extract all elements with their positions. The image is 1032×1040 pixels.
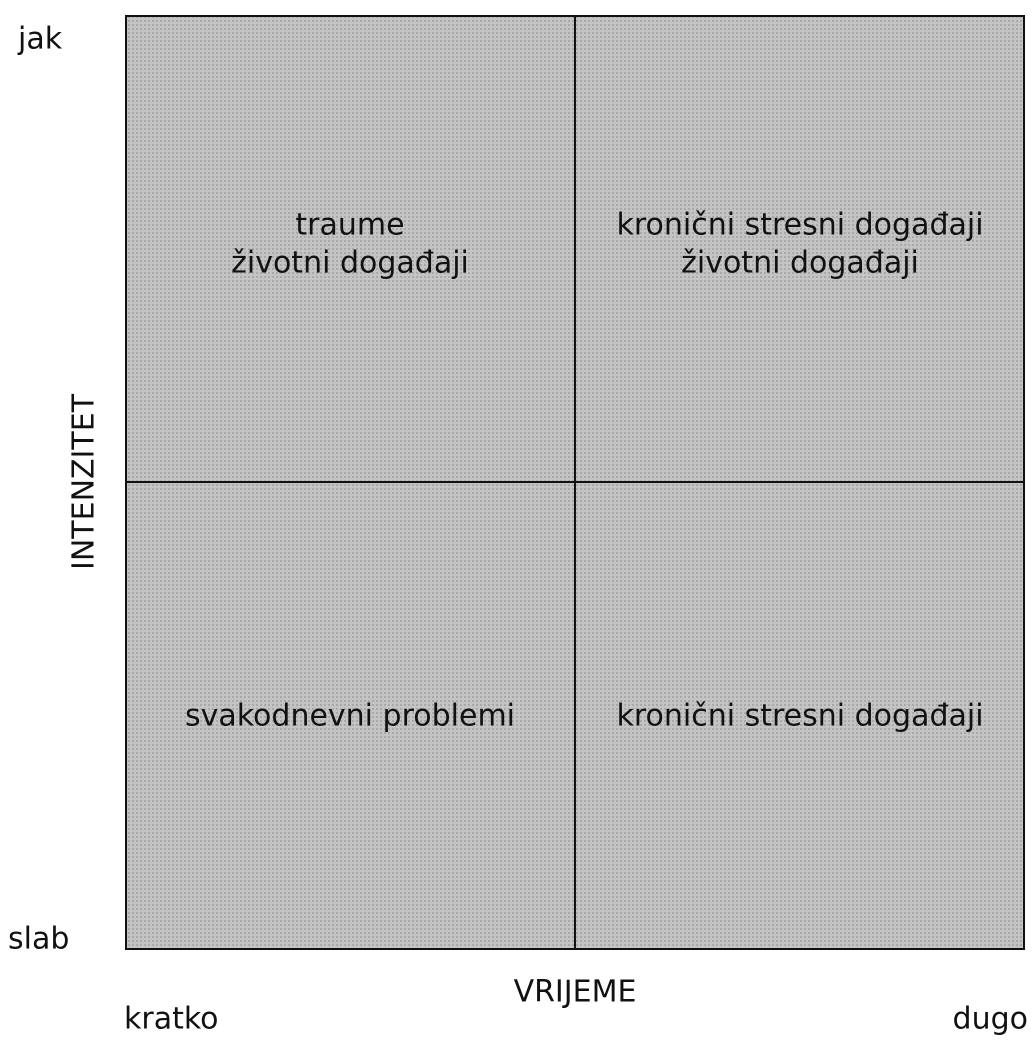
x-left-label: kratko xyxy=(124,1002,219,1037)
y-axis-label: INTENZITET xyxy=(67,393,102,570)
quadrant-label: svakodnevni problemi xyxy=(185,699,515,734)
x-right-label: dugo xyxy=(953,1002,1028,1037)
x-axis-label: VRIJEME xyxy=(514,975,637,1010)
quadrant-label: životni događaji xyxy=(231,246,469,281)
y-bottom-label: slab xyxy=(8,922,69,957)
y-top-label: jak xyxy=(17,22,63,57)
quadrant-label: životni događaji xyxy=(681,246,919,281)
quadrant-label: traume xyxy=(295,208,404,243)
quadrant-label: kronični stresni događaji xyxy=(616,208,983,243)
quadrant-label: kronični stresni događaji xyxy=(616,699,983,734)
